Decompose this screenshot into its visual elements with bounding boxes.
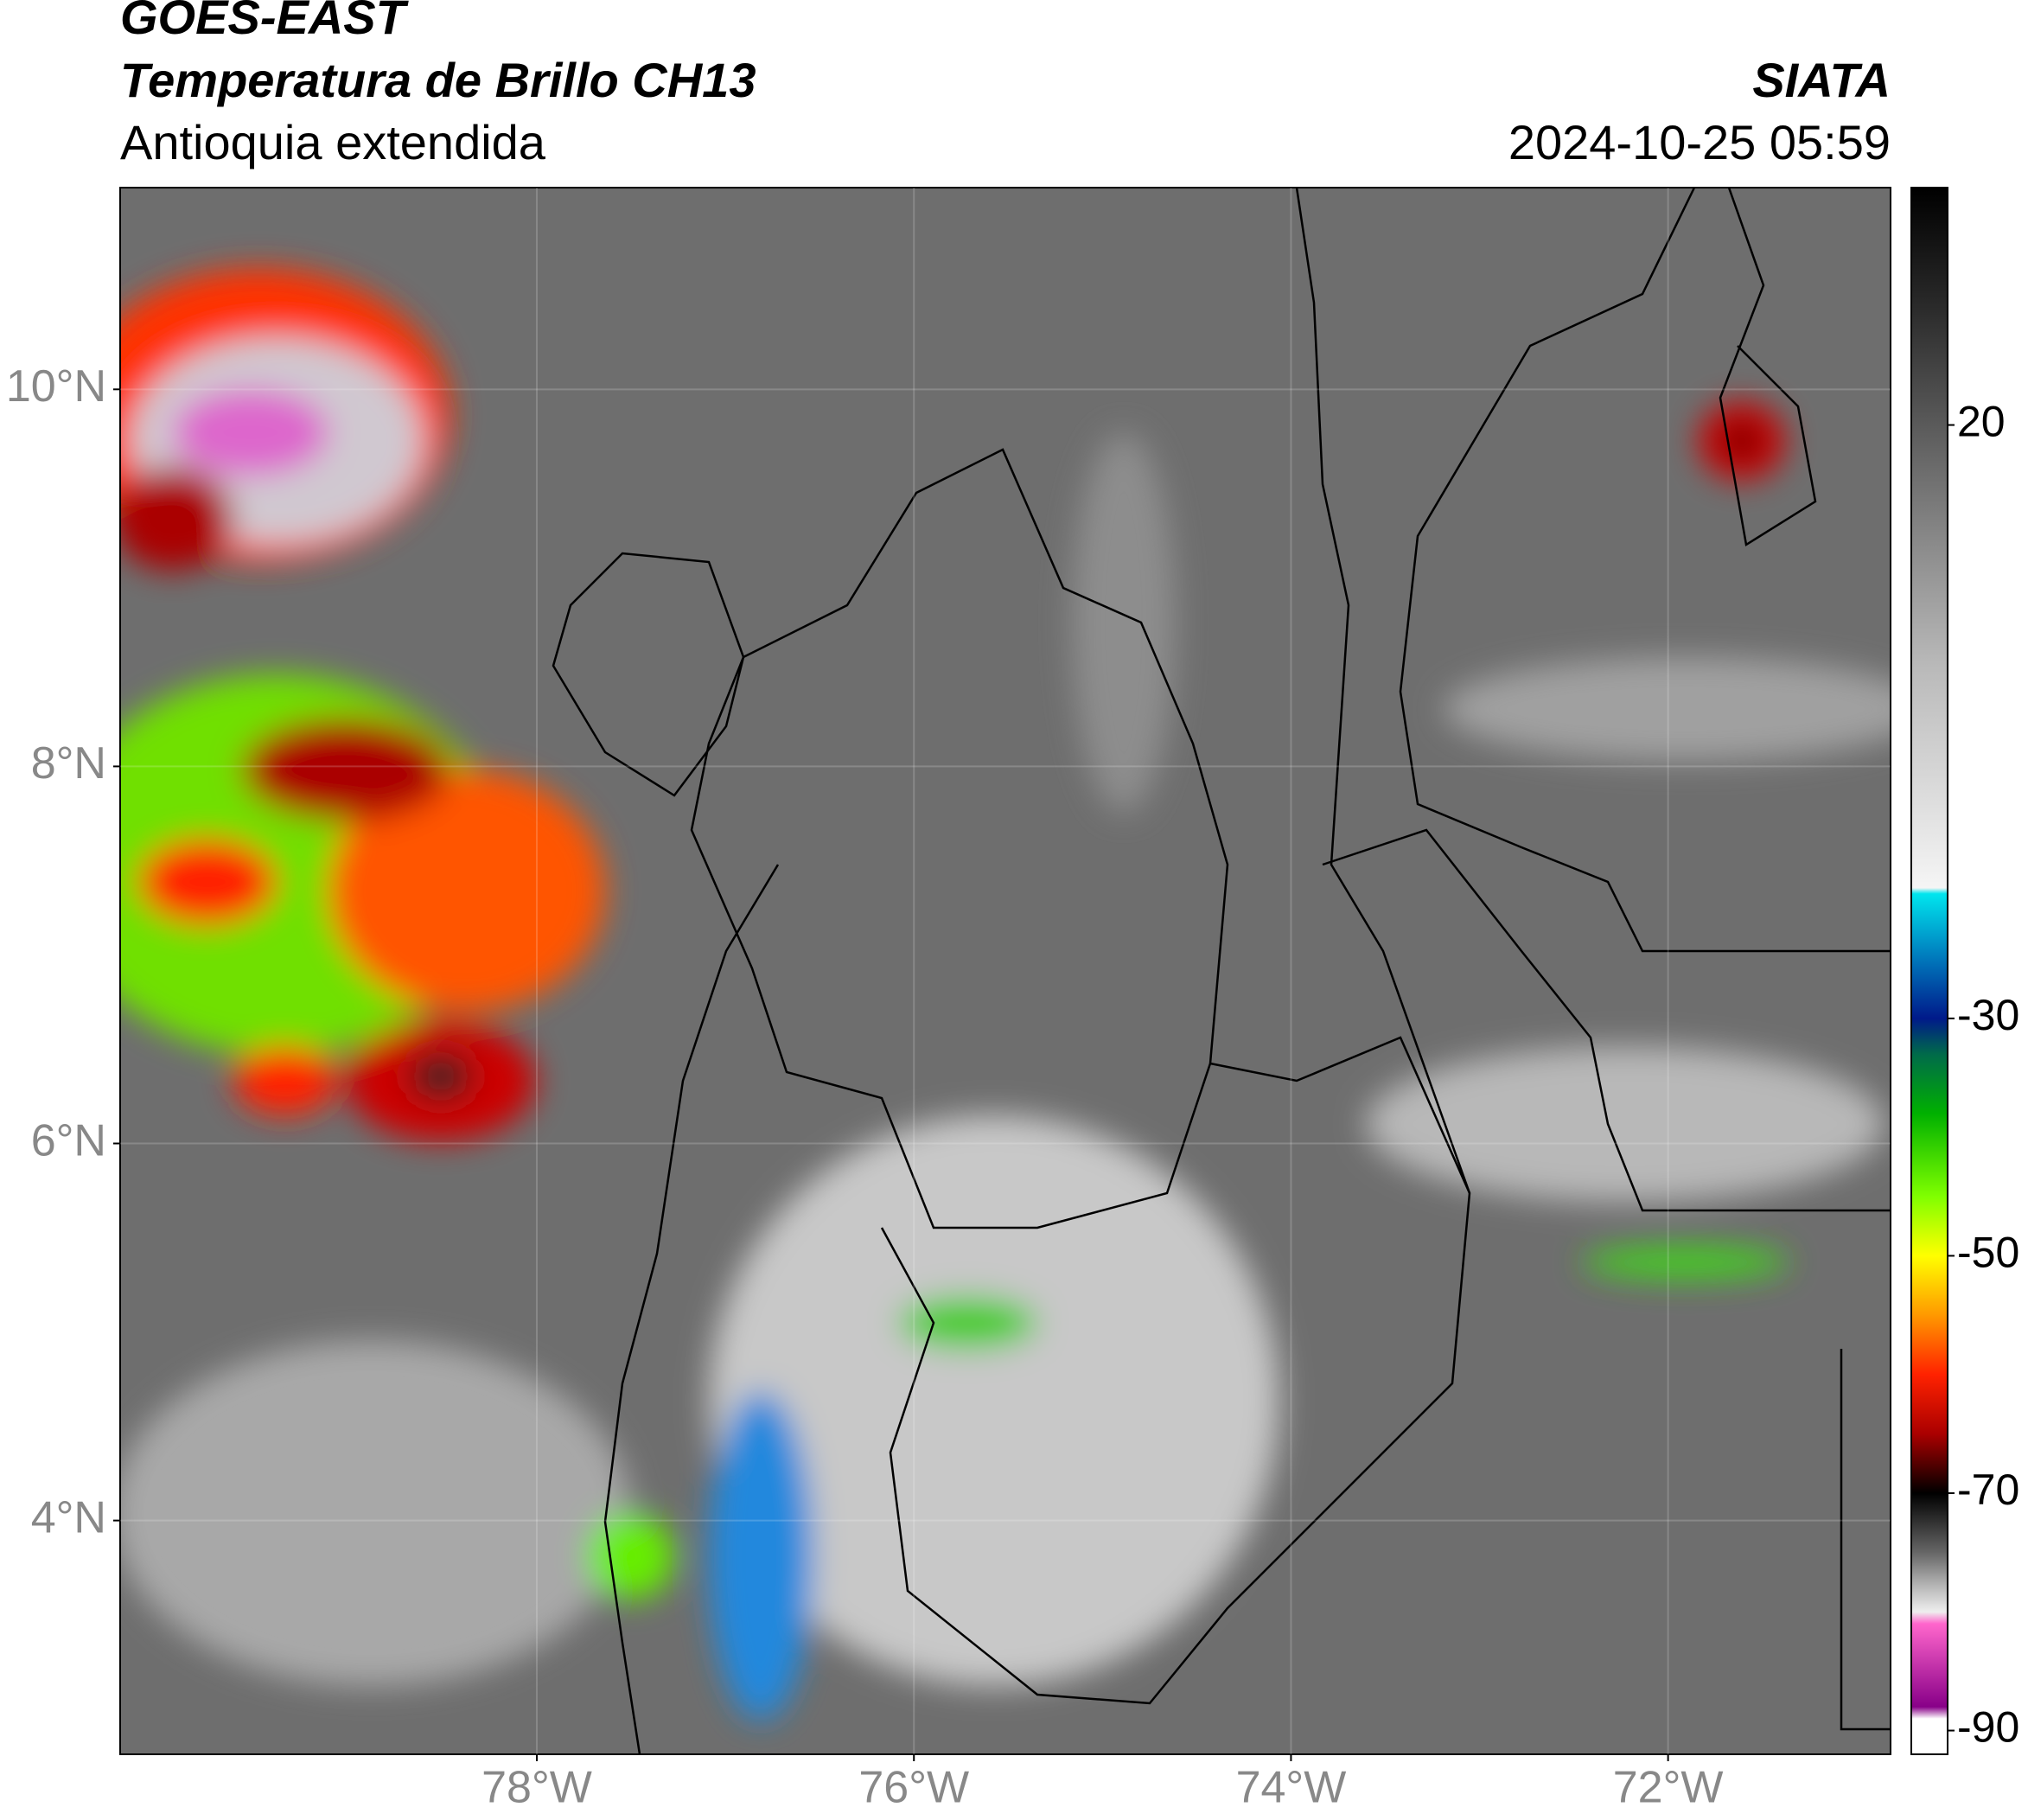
region-subtitle: Antioquia extendida: [120, 115, 546, 169]
map-frame: [119, 187, 1891, 1755]
x-tick-label: 76°W: [858, 1763, 969, 1813]
satellite-imagery: [120, 188, 1891, 1754]
y-tick-label: 8°N: [31, 738, 106, 789]
datetime-label: 2024-10-25 05:59: [1508, 115, 1891, 169]
y-tick-label: 10°N: [6, 361, 106, 412]
x-tick-label: 74°W: [1236, 1763, 1347, 1813]
colorbar-tick-label: -50: [1957, 1229, 2019, 1277]
source-label: SIATA: [1752, 53, 1891, 107]
colorbar-tick-label: -90: [1957, 1703, 2019, 1752]
colorbar: [1910, 187, 1948, 1755]
x-tick-label: 78°W: [481, 1763, 592, 1813]
colorbar-tick-label: -70: [1957, 1466, 2019, 1514]
colorbar-tick-label: 20: [1957, 398, 2006, 446]
product-title: Temperatura de Brillo CH13: [120, 53, 756, 107]
y-tick-label: 4°N: [31, 1492, 106, 1542]
colorbar-tick-label: -30: [1957, 991, 2019, 1039]
y-tick-label: 6°N: [31, 1115, 106, 1165]
satellite-title: GOES-EAST: [120, 0, 410, 44]
x-tick-label: 72°W: [1613, 1763, 1724, 1813]
